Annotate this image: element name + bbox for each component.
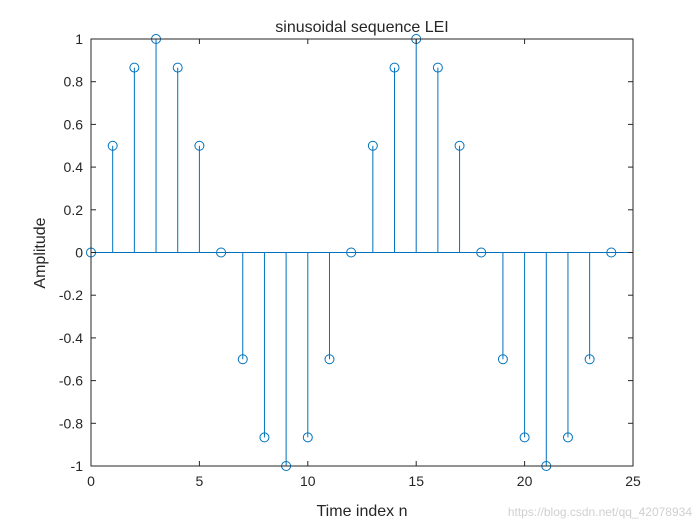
stem-marker bbox=[454, 140, 465, 151]
y-tick-label: 0.6 bbox=[64, 116, 84, 132]
x-tick-label: 15 bbox=[408, 473, 424, 489]
x-tick-label: 10 bbox=[300, 473, 316, 489]
y-tick-label: -1 bbox=[71, 458, 84, 474]
axes bbox=[90, 38, 634, 467]
x-tick-label: 20 bbox=[517, 473, 533, 489]
stem-marker bbox=[606, 247, 617, 258]
stem-marker bbox=[107, 140, 118, 151]
stem-marker bbox=[432, 62, 443, 73]
y-axis-title: Amplitude bbox=[32, 217, 49, 288]
y-tick-label: 0.2 bbox=[64, 202, 84, 218]
stem-marker bbox=[476, 247, 487, 258]
stem-marker bbox=[584, 354, 595, 365]
watermark: https://blog.csdn.net/qq_42078934 bbox=[507, 505, 692, 519]
x-tick-label: 25 bbox=[625, 473, 641, 489]
y-tick-label: -0.4 bbox=[59, 330, 83, 346]
stem-marker bbox=[216, 247, 227, 258]
stem-marker bbox=[367, 140, 378, 151]
tick-labels: 0 5 10 15 20 25 -1 -0.8 -0.6 -0.4 -0.2 0 0.2 0.4 0.6 0.… bbox=[59, 31, 641, 489]
stem-marker bbox=[302, 432, 313, 443]
stem-marker bbox=[172, 62, 183, 73]
stem-marker bbox=[324, 354, 335, 365]
stem-marker bbox=[389, 62, 400, 73]
y-tick-label: -0.6 bbox=[59, 373, 83, 389]
y-tick-label: 0.4 bbox=[64, 159, 84, 175]
stem-marker bbox=[562, 432, 573, 443]
y-tick-label: -0.8 bbox=[59, 415, 83, 431]
y-tick-label: 0 bbox=[75, 245, 83, 261]
y-tick-label: 1 bbox=[75, 31, 83, 47]
stem-marker bbox=[346, 247, 357, 258]
y-tick-label: 0.8 bbox=[64, 74, 84, 90]
stem-series bbox=[86, 34, 633, 471]
chart-title: sinusoidal sequence LEI bbox=[275, 19, 448, 36]
stem-marker bbox=[259, 432, 270, 443]
y-tick-label: -0.2 bbox=[59, 287, 83, 303]
stem-marker bbox=[194, 140, 205, 151]
x-tick-label: 5 bbox=[196, 473, 204, 489]
x-axis-title: Time index n bbox=[317, 503, 408, 520]
stem-marker bbox=[129, 62, 140, 73]
x-tick-label: 0 bbox=[87, 473, 95, 489]
stem-marker bbox=[237, 354, 248, 365]
stem-marker bbox=[519, 432, 530, 443]
stem-marker bbox=[497, 354, 508, 365]
